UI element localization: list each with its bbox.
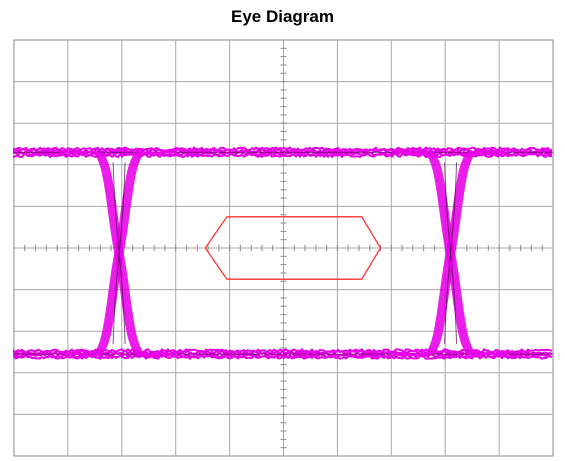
eye-mask: [204, 216, 382, 280]
trace-falling-edge: [393, 151, 502, 355]
trace-falling-edge: [63, 151, 172, 355]
trace-falling-edge: [66, 151, 175, 355]
trace-falling-edge: [68, 151, 177, 355]
eye-mask-polygon: [204, 216, 382, 280]
eye-traces: [13, 146, 553, 361]
axis-ticks: [13, 39, 554, 457]
trace-falling-edge: [400, 151, 509, 355]
trace-falling-edge: [67, 151, 176, 355]
trace-falling-edge: [62, 151, 171, 355]
trace-low-level: [13, 353, 553, 361]
trace-falling-edge: [392, 151, 501, 355]
chart-title: Eye Diagram: [231, 7, 334, 26]
trace-falling-edge: [397, 151, 506, 355]
trace-falling-edge: [399, 151, 508, 355]
trace-falling-edge: [395, 151, 504, 355]
trace-falling-edge: [61, 151, 170, 355]
trace-crossing-core: [112, 162, 126, 345]
trace-crossing-core: [444, 162, 458, 345]
